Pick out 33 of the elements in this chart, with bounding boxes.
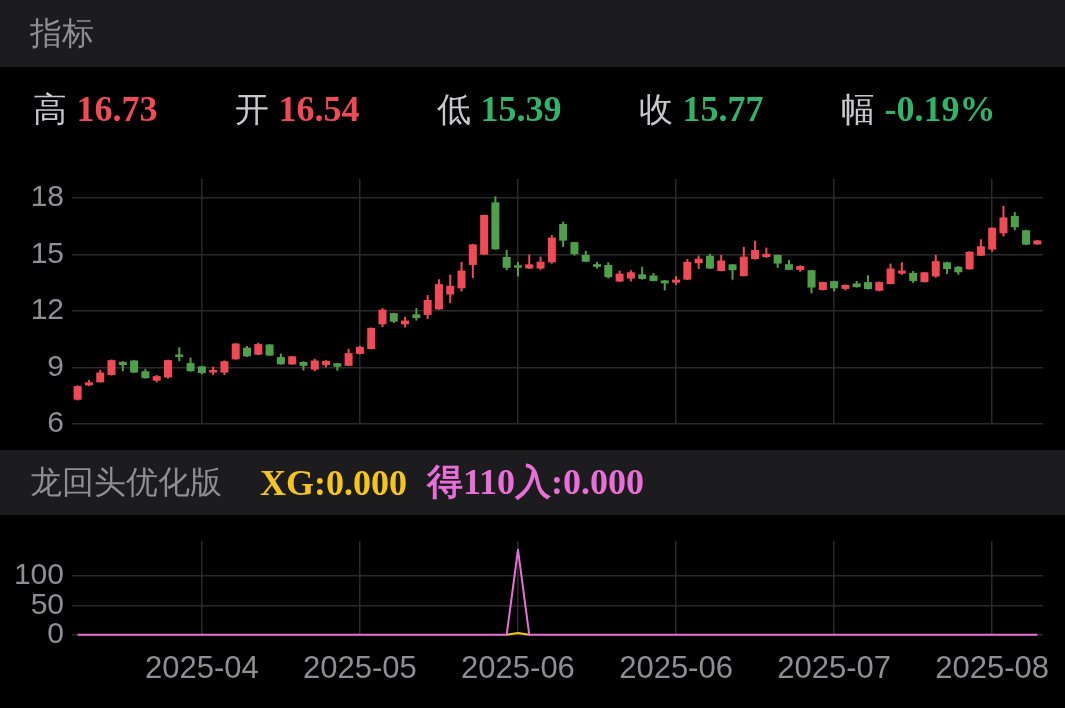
candlestick	[931, 253, 940, 279]
x-tick-label: 2025-06	[461, 649, 575, 685]
text: 开 16.54	[235, 89, 360, 129]
y-tick-label: 9	[47, 348, 64, 382]
y-tick-label: 6	[47, 405, 64, 439]
candlestick	[999, 204, 1008, 238]
y-tick-label: 15	[30, 235, 64, 269]
x-tick-label: 2025-04	[144, 649, 259, 685]
candlestick	[739, 245, 748, 278]
chart-title: 指标	[0, 0, 1065, 67]
text: 幅 -0.19%	[841, 89, 996, 129]
text: 高 16.73	[33, 89, 158, 129]
candlestick	[378, 307, 387, 329]
candlestick	[988, 226, 997, 253]
x-tick-label: 2025-05	[303, 649, 417, 685]
candlestick	[559, 220, 568, 248]
candlestick	[423, 294, 432, 320]
candlestick	[446, 273, 455, 305]
x-tick-label: 2025-07	[777, 649, 892, 685]
candlestick	[468, 243, 477, 279]
candlestick	[502, 249, 511, 272]
text: XG:0.000	[260, 461, 407, 504]
text: 低 15.39	[437, 89, 562, 129]
candlestick	[965, 250, 974, 271]
y-tick-label: 18	[30, 179, 64, 213]
chart-title: 龙回头优化版	[30, 462, 222, 502]
text: 得110入:0.000	[427, 461, 645, 504]
x-tick-label: 2025-06	[619, 649, 733, 685]
x-tick-label: 2025-08	[935, 649, 1050, 685]
y-tick-label: 12	[30, 292, 64, 326]
text: 收 15.77	[639, 89, 764, 129]
candlestick	[457, 260, 466, 293]
candlestick	[1010, 211, 1019, 232]
